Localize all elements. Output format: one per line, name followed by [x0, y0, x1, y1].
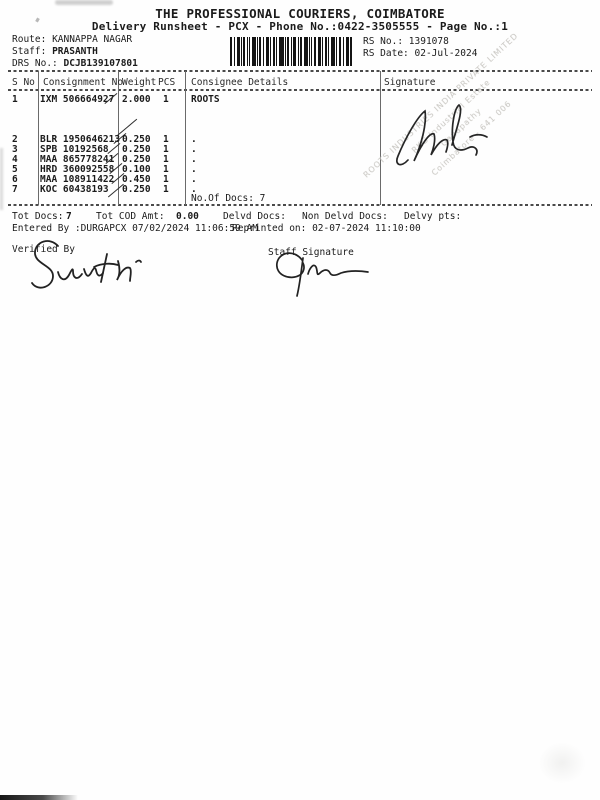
- rs-no-value: 1391078: [408, 36, 449, 47]
- company-title: THE PROFESSIONAL COURIERS, COIMBATORE: [155, 6, 445, 21]
- non-delvd-docs-label: Non Delvd Docs:: [302, 211, 388, 222]
- staff-signature-label: Staff Signature: [268, 247, 354, 258]
- drs-value: DCJB139107801: [63, 58, 138, 69]
- row-sno: 7: [12, 184, 18, 195]
- delvy-pts-label: Delvy pts:: [404, 211, 462, 222]
- table-top-divider: [8, 70, 592, 72]
- row-sno: 3: [12, 144, 18, 155]
- tot-docs-value: 7: [66, 211, 72, 222]
- header-pcs: PCS: [158, 77, 176, 88]
- route-label: Route:: [12, 34, 47, 45]
- row-consignment-no: BLR 1950646213: [40, 134, 121, 145]
- row-pcs: 1: [163, 154, 169, 165]
- staff-signature: [276, 252, 369, 297]
- header-signature: Signature: [384, 77, 436, 88]
- rs-date-line: RS Date: 02-Jul-2024: [363, 48, 477, 60]
- table-row: 5 HRD 360092558 0.100 1 .: [0, 163, 600, 175]
- column-divider: [38, 71, 39, 205]
- table-row: 7 KOC 60438193 0.250 1 .: [0, 183, 600, 198]
- table-row: 4 MAA 865778241 0.250 1 .: [0, 153, 600, 165]
- table-row: 1 IXM 506664927 2.000 1 ROOTS: [0, 93, 600, 105]
- scan-smudge-top: [55, 0, 113, 5]
- tot-cod-value: 0.00: [176, 211, 199, 222]
- table-row: 2 BLR 1950646213 0.250 1 .: [0, 133, 600, 145]
- route-line: Route: KANNAPPA NAGAR: [12, 34, 132, 46]
- row-consignee: .: [191, 134, 197, 145]
- row-weight: 0.250: [122, 154, 151, 165]
- rs-date-value: 02-Jul-2024: [414, 48, 478, 59]
- row-weight: 0.250: [122, 134, 151, 145]
- row-consignment-no: SPB 10192568: [40, 144, 109, 155]
- scan-strip-bottom-left: [0, 795, 78, 800]
- table-bottom-divider: [8, 204, 592, 206]
- row-consignment-no: KOC 60438193: [40, 184, 109, 195]
- header-consignment: Consignment No: [43, 77, 124, 88]
- row-weight: 0.250: [122, 184, 151, 195]
- staff-value: PRASANTH: [52, 46, 98, 57]
- table-row: 6 MAA 108911422 0.450 1 .: [0, 173, 600, 185]
- route-value: KANNAPPA NAGAR: [52, 34, 133, 45]
- row-consignment-no: HRD 360092558: [40, 164, 115, 175]
- runsheet-subtitle: Delivery Runsheet - PCX - Phone No.:0422…: [91, 20, 509, 33]
- reprinted-on-line: Reprinted on: 02-07-2024 11:10:00: [232, 223, 421, 234]
- table-row: 3 SPB 10192568 0.250 1 .: [0, 143, 600, 155]
- row-consignment-no: IXM 506664927: [40, 94, 115, 105]
- row-pcs: 1: [163, 164, 169, 175]
- row-consignee: .: [191, 144, 197, 155]
- table-header-divider: [8, 89, 592, 91]
- row-pcs: 1: [163, 144, 169, 155]
- drs-line: DRS No.: DCJB139107801: [12, 58, 138, 70]
- row-sno: 4: [12, 154, 18, 165]
- row-consignment-no: MAA 865778241: [40, 154, 115, 165]
- delvd-docs-label: Delvd Docs:: [223, 211, 286, 222]
- header-consignee-details: Consignee Details: [191, 77, 289, 88]
- row-weight: 0.450: [122, 174, 151, 185]
- rs-no-label: RS No.:: [363, 36, 404, 47]
- row-pcs: 1: [163, 184, 169, 195]
- row-pcs: 1: [163, 134, 169, 145]
- rs-no-line: RS No.: 1391078: [363, 36, 449, 48]
- row-weight: 0.250: [122, 144, 151, 155]
- row-consignment-no: MAA 108911422: [40, 174, 115, 185]
- row-consignee: .: [191, 154, 197, 165]
- row-pcs: 1: [163, 174, 169, 185]
- entered-by-line: Entered By :DURGAPCX 07/02/2024 11:06:59…: [12, 223, 258, 234]
- row-weight: 0.100: [122, 164, 151, 175]
- row-consignee: ROOTS: [191, 94, 220, 105]
- tot-docs-label: Tot Docs:: [12, 211, 64, 222]
- row-sno: 5: [12, 164, 18, 175]
- header-weight: Weight: [122, 77, 157, 88]
- row-weight: 2.000: [122, 94, 151, 105]
- header-sno: S No: [12, 77, 35, 88]
- staff-line: Staff: PRASANTH: [12, 46, 98, 58]
- row-consignee: .: [191, 184, 197, 195]
- verified-by-label: Verified By: [12, 244, 75, 255]
- row-sno: 6: [12, 174, 18, 185]
- column-divider: [185, 71, 186, 205]
- row-pcs: 1: [163, 94, 169, 105]
- verified-by-signature: [31, 240, 142, 289]
- checkmark-slash: [107, 143, 121, 155]
- row-consignee: .: [191, 164, 197, 175]
- consignee-signature: [396, 103, 488, 166]
- no-of-docs: No.Of Docs: 7: [191, 193, 266, 204]
- row-consignee: .: [191, 174, 197, 185]
- barcode-icon: [230, 37, 352, 66]
- staff-label: Staff:: [12, 46, 47, 57]
- scan-smudge-bottom-right: [538, 742, 586, 784]
- column-divider: [380, 71, 381, 205]
- row-sno: 2: [12, 134, 18, 145]
- tot-cod-label: Tot COD Amt:: [96, 211, 165, 222]
- row-sno: 1: [12, 94, 18, 105]
- rs-date-label: RS Date:: [363, 48, 409, 59]
- drs-label: DRS No.:: [12, 58, 58, 69]
